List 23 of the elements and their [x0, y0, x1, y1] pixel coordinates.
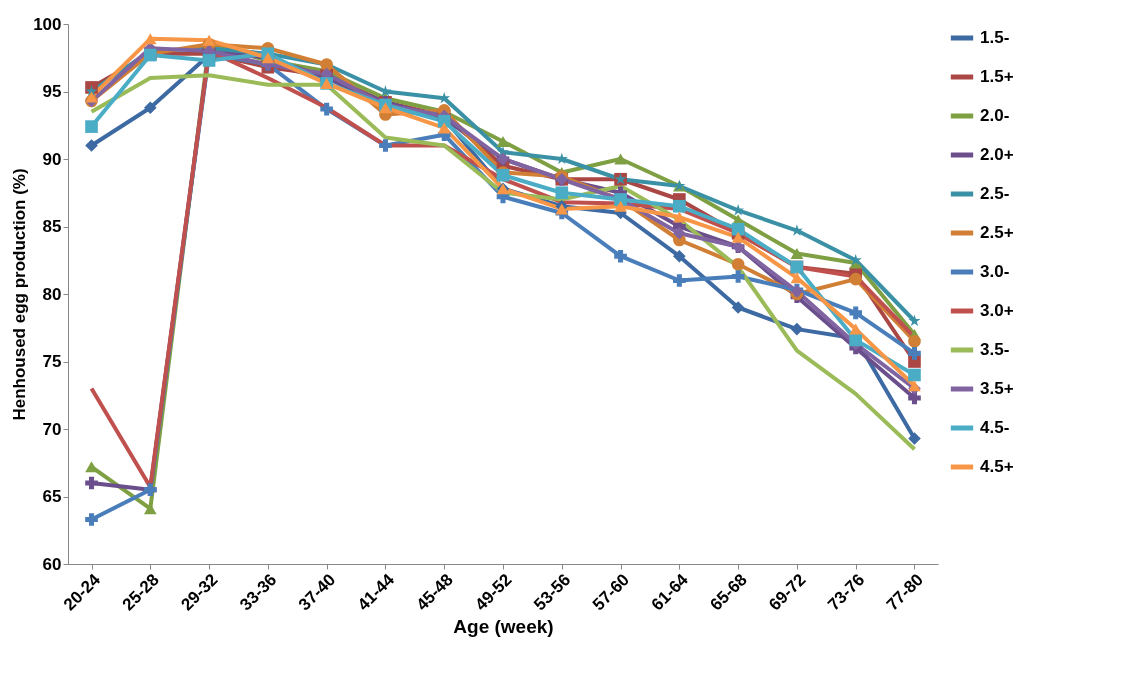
y-tick-label: 65	[42, 487, 62, 506]
legend-label: 3.0+	[980, 301, 1014, 320]
y-tick-label: 75	[42, 352, 62, 371]
y-tick-label: 90	[42, 149, 62, 169]
legend-label: 4.5+	[980, 457, 1014, 476]
legend-label: 2.5-	[980, 184, 1010, 203]
y-tick-label: 80	[42, 284, 62, 304]
legend-label: 3.0-	[980, 262, 1010, 281]
legend-label: 4.5-	[980, 418, 1010, 437]
legend-label: 2.0+	[980, 145, 1014, 164]
legend-label: 3.5-	[980, 340, 1010, 359]
y-tick-label: 100	[33, 14, 62, 34]
legend-label: 2.5+	[980, 223, 1014, 242]
legend-label: 1.5-	[980, 28, 1010, 47]
legend-label: 2.0-	[980, 106, 1010, 125]
legend-label: 1.5+	[980, 67, 1014, 86]
y-tick-label: 60	[42, 554, 62, 574]
y-axis-title: Henhoused egg production (%)	[10, 168, 30, 421]
legend-label: 3.5+	[980, 379, 1014, 398]
x-axis-title: Age (week)	[453, 615, 554, 637]
y-tick-label: 85	[42, 217, 62, 236]
y-tick-label: 95	[42, 82, 62, 101]
y-tick-label: 70	[42, 419, 62, 439]
